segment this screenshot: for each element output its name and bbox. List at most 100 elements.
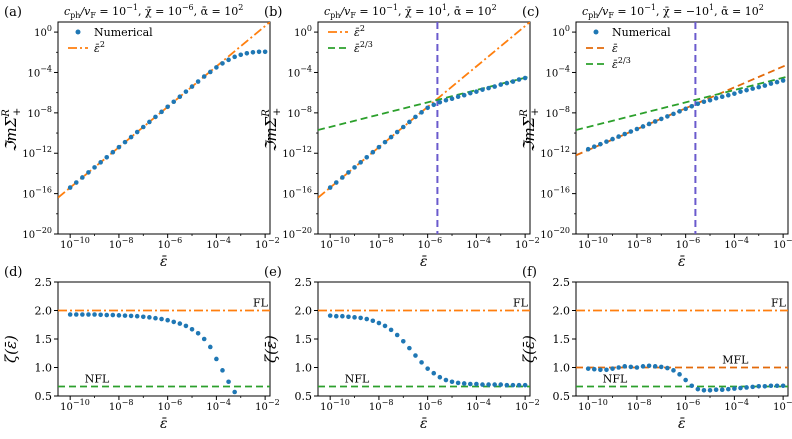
y-tick-label: 10−20 (22, 226, 52, 241)
numerical-point (407, 119, 412, 125)
reference-line-label: FL (513, 297, 529, 310)
x-tick-label: 10−10 (60, 236, 90, 251)
x-tick-label: 10−8 (109, 398, 134, 413)
panel-title: cph/vF = 10−1, χ̄ = 101, ᾱ = 102 (324, 3, 497, 20)
numerical-point (104, 312, 110, 318)
y-tick-label: 10−12 (540, 145, 570, 160)
numerical-point (744, 87, 749, 93)
numerical-point (725, 386, 731, 392)
y-tick-label: 10−4 (287, 64, 312, 79)
numerical-point (768, 81, 774, 86)
numerical-point (449, 96, 455, 102)
numerical-point (640, 364, 646, 369)
x-tick-label: 10−10 (578, 236, 608, 251)
numerical-point (738, 89, 743, 94)
y-axis-label: ζ(ε̄) (2, 335, 20, 363)
numerical-point (719, 94, 725, 100)
numerical-point (159, 316, 164, 322)
numerical-point (388, 134, 394, 140)
numerical-point (122, 313, 128, 318)
numerical-point (134, 313, 140, 319)
numerical-point (449, 379, 455, 385)
x-axis-label: ε̄ (160, 254, 168, 270)
numerical-point (498, 82, 504, 87)
x-axis-label: ε̄ (678, 416, 686, 432)
panel-f: (f) 10−10 10−8 10−6 10−4 10−2 0.5 1.0 1.5 2.0 2.5 ε… (520, 265, 792, 432)
x-tick-label: 10−4 (206, 236, 231, 251)
numerical-point (634, 126, 640, 132)
numerical-point (604, 367, 609, 373)
y-tick-label: 10−16 (22, 186, 52, 201)
numerical-point (598, 367, 603, 373)
numerical-point (756, 84, 762, 90)
numerical-point (604, 139, 609, 144)
numerical-point (201, 336, 207, 342)
legend-label: ε̄2/3 (612, 56, 631, 71)
x-tick-label: 10−8 (109, 236, 134, 251)
x-axis-label: ε̄ (160, 416, 168, 432)
x-tick-label: 10−2 (515, 236, 540, 251)
x-tick-label: 10−10 (578, 398, 608, 413)
panel-c: (c) 10−10 10−8 10−6 10−4 10−2 100 10−4 10−8 10−12… (519, 3, 792, 270)
numerical-point (701, 388, 707, 393)
numerical-point (232, 54, 237, 60)
numerical-point (413, 353, 418, 358)
x-tick-label: 10−6 (418, 398, 443, 413)
numerical-point (370, 318, 376, 324)
numerical-point (195, 331, 201, 336)
numerical-point (364, 316, 370, 322)
x-tick-label: 10−6 (676, 236, 701, 251)
x-tick-label: 10−2 (255, 398, 280, 413)
numerical-point (671, 368, 676, 373)
x-tick-label: 10−6 (418, 236, 443, 251)
y-tick-label: 10−20 (540, 226, 570, 241)
legend-label: ε̄ (612, 42, 618, 55)
numerical-point (382, 139, 388, 145)
numerical-point (400, 338, 406, 344)
legend-label: Numerical (94, 26, 153, 39)
numerical-point (774, 383, 780, 389)
y-tick-label: 2.0 (35, 305, 53, 318)
x-tick-label: 10−8 (369, 398, 394, 413)
numerical-point (92, 312, 97, 317)
x-tick-label: 10−8 (369, 236, 394, 251)
numerical-point (474, 381, 479, 387)
y-tick-label: 2.5 (295, 276, 313, 289)
numerical-point (522, 382, 528, 388)
numerical-point (376, 144, 382, 150)
numerical-point (165, 104, 170, 110)
numerical-point (750, 384, 755, 390)
numerical-point (738, 385, 743, 391)
panel-title: cph/vF = 10−1, χ̄ = −101, ᾱ = 102 (582, 3, 764, 20)
numerical-point (683, 377, 688, 383)
x-tick-label: 10−10 (320, 236, 350, 251)
y-tick-label: 1.5 (295, 333, 313, 346)
numerical-point (744, 385, 749, 390)
numerical-point (394, 129, 400, 135)
y-axis-label: ℑmΣR+ (519, 108, 541, 152)
numerical-point (750, 86, 755, 91)
legend-marker (75, 29, 81, 35)
numerical-point (226, 379, 231, 385)
numerical-point (774, 79, 780, 85)
legend-label: ε̄2/3 (354, 40, 373, 55)
numerical-point (92, 165, 97, 170)
numerical-point (256, 49, 262, 55)
y-tick-label: 10−4 (27, 64, 52, 79)
numerical-point (683, 106, 688, 112)
numerical-point (628, 364, 634, 370)
y-tick-label: 10−4 (545, 64, 570, 79)
legend-label: ε̄2 (354, 24, 365, 39)
numerical-point (658, 116, 664, 122)
numerical-point (701, 99, 707, 105)
x-tick-label: 10−10 (60, 398, 90, 413)
numerical-point (238, 52, 244, 58)
x-tick-label: 10−6 (676, 398, 701, 413)
numerical-point (153, 114, 158, 120)
numerical-point (340, 175, 345, 180)
numerical-point (756, 384, 762, 389)
numerical-point (492, 382, 497, 387)
numerical-point (431, 102, 437, 108)
y-axis-label: ζ(ε̄) (262, 335, 280, 363)
numerical-point (140, 314, 146, 320)
